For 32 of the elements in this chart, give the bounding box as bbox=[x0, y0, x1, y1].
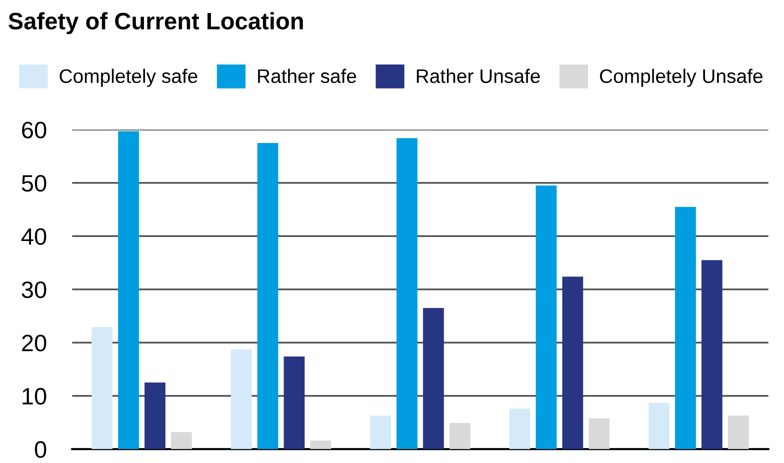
y-tick-label: 40 bbox=[21, 228, 46, 245]
bar bbox=[92, 327, 113, 450]
bar bbox=[144, 382, 166, 450]
bar bbox=[675, 206, 696, 450]
bar bbox=[423, 308, 444, 450]
bar bbox=[118, 131, 139, 450]
bar bbox=[588, 418, 610, 450]
bar bbox=[370, 416, 391, 450]
y-tick-label: 60 bbox=[22, 122, 46, 138]
bar bbox=[701, 260, 722, 450]
legend-label: Completely safe bbox=[60, 68, 198, 87]
y-tick-label: 10 bbox=[22, 388, 46, 405]
y-tick-label: 20 bbox=[22, 334, 46, 352]
bar bbox=[536, 186, 557, 450]
bar bbox=[230, 350, 252, 450]
bar bbox=[310, 440, 332, 450]
y-tick-label: 0 bbox=[34, 441, 46, 458]
y-tick-label: 50 bbox=[22, 174, 46, 192]
bar bbox=[284, 356, 305, 450]
chart-title: Safety of Current Location bbox=[8, 12, 303, 34]
bar bbox=[509, 408, 530, 450]
bar bbox=[396, 138, 418, 450]
bar bbox=[648, 402, 670, 450]
bar bbox=[562, 276, 584, 450]
bar bbox=[728, 416, 749, 450]
bar bbox=[449, 423, 470, 450]
legend-label: Rather safe bbox=[258, 68, 356, 84]
bar bbox=[170, 432, 192, 450]
legend-label: Rather Unsafe bbox=[416, 68, 540, 84]
bar bbox=[257, 142, 278, 450]
y-tick-label: 30 bbox=[22, 281, 46, 298]
legend-label: Completely Unsafe bbox=[600, 68, 762, 87]
